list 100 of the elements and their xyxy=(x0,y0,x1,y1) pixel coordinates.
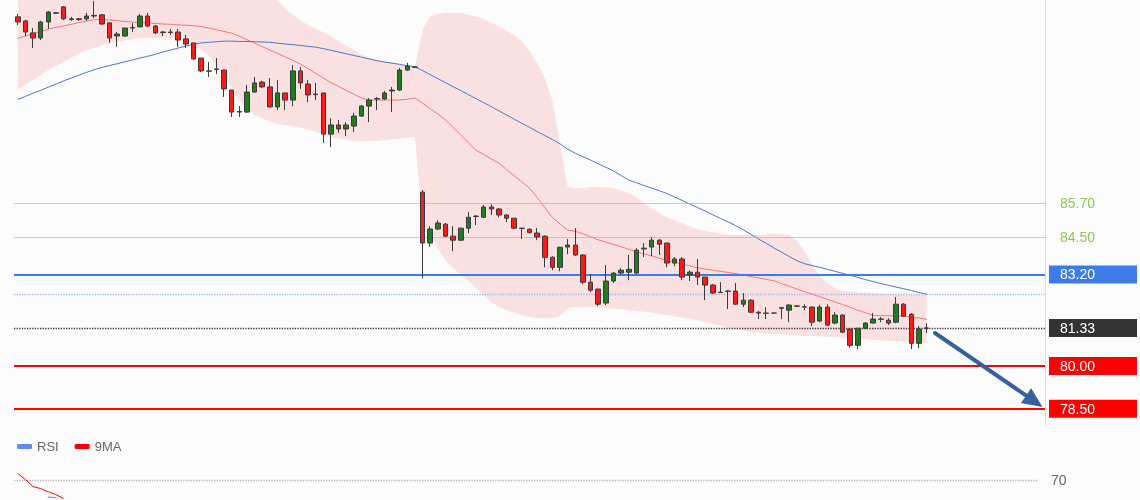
candlestick xyxy=(870,312,876,324)
candlestick xyxy=(748,298,754,314)
candlestick xyxy=(458,227,464,242)
candlestick xyxy=(175,28,181,48)
candlestick xyxy=(221,69,227,98)
candlestick xyxy=(76,17,82,22)
candlestick xyxy=(481,204,486,219)
candlestick xyxy=(397,67,402,92)
candlestick xyxy=(626,254,632,281)
candlestick xyxy=(282,92,288,111)
candlestick xyxy=(298,66,303,90)
candlestick xyxy=(91,0,97,19)
candlestick xyxy=(328,117,334,148)
candlestick xyxy=(809,305,815,327)
candlestick xyxy=(168,28,173,36)
candlestick xyxy=(382,90,387,101)
y-tick-label: 81.33 xyxy=(1059,319,1096,336)
candlestick xyxy=(99,13,105,26)
legend-label: RSI xyxy=(37,439,59,454)
candlestick xyxy=(229,89,234,118)
candlestick xyxy=(30,27,36,49)
candlestick xyxy=(511,217,517,230)
candlestick xyxy=(504,213,509,223)
candlestick xyxy=(69,16,74,22)
candlestick xyxy=(435,219,441,231)
candlestick xyxy=(893,296,899,324)
candlestick xyxy=(206,61,212,78)
candlestick xyxy=(496,207,502,218)
candlestick xyxy=(191,42,196,61)
candlestick xyxy=(741,292,746,308)
candlestick xyxy=(114,31,120,48)
candlestick xyxy=(718,281,723,294)
candlestick xyxy=(153,24,158,35)
y-tick-label: 83.20 xyxy=(1059,266,1096,283)
candlestick xyxy=(634,247,639,275)
candlestick xyxy=(611,271,616,284)
y-tick-label: 85.70 xyxy=(1059,194,1096,211)
candlestick xyxy=(305,79,311,103)
candlestick xyxy=(275,79,280,111)
candlestick xyxy=(84,12,89,22)
line-series xyxy=(17,40,928,295)
candlestick xyxy=(23,19,28,37)
candlestick xyxy=(374,96,380,111)
candlestick xyxy=(160,30,166,37)
candlestick xyxy=(527,227,532,234)
y-tick-label: 80.00 xyxy=(1059,357,1096,374)
candlestick xyxy=(565,238,570,255)
candlestick xyxy=(802,303,807,311)
candlestick xyxy=(473,214,479,226)
candlestick xyxy=(672,256,677,267)
candlestick xyxy=(817,304,822,323)
candlestick xyxy=(259,80,265,89)
candlestick xyxy=(130,22,135,33)
candlestick xyxy=(427,225,433,248)
candlestick xyxy=(412,65,418,69)
candlestick xyxy=(557,246,563,272)
candlestick xyxy=(15,13,21,26)
candlestick xyxy=(878,316,884,323)
candlestick xyxy=(443,222,448,238)
candlestick xyxy=(237,105,242,118)
candlestick xyxy=(679,256,685,281)
candlestick xyxy=(466,211,471,234)
candlestick xyxy=(695,258,700,286)
candlestick xyxy=(145,12,150,28)
candlestick xyxy=(137,13,143,28)
legend-label: 9MA xyxy=(94,439,122,454)
candlestick xyxy=(779,306,784,320)
candlestick xyxy=(389,86,395,113)
candlestick xyxy=(886,317,891,326)
candlestick xyxy=(832,311,838,325)
candlestick xyxy=(901,302,906,318)
candlestick xyxy=(725,289,731,310)
candlestick xyxy=(641,242,647,258)
candlestick xyxy=(756,310,761,320)
candlestick xyxy=(603,264,609,306)
candlestick xyxy=(664,242,670,268)
candlestick xyxy=(61,5,66,21)
candlestick xyxy=(794,304,800,308)
candlestick xyxy=(786,303,792,323)
candlestick xyxy=(122,27,128,38)
y-tick-label: 84.50 xyxy=(1059,229,1096,246)
candlestick xyxy=(657,238,662,256)
candlestick xyxy=(290,64,296,107)
candlestick xyxy=(405,62,410,72)
candlestick xyxy=(336,119,341,134)
candlestick xyxy=(763,306,769,320)
candlestick xyxy=(550,255,555,271)
candlestick xyxy=(534,227,540,241)
candlestick xyxy=(489,203,494,216)
candlestick xyxy=(542,234,548,268)
candlestick xyxy=(366,97,372,123)
candlestick xyxy=(252,76,257,94)
candlestick xyxy=(702,276,708,301)
candlestick xyxy=(107,22,112,44)
candlestick xyxy=(618,267,624,275)
text: 70 xyxy=(1051,472,1067,488)
y-tick-label: 78.50 xyxy=(1059,400,1096,417)
candlestick xyxy=(244,84,250,114)
candlestick xyxy=(46,10,51,30)
candlestick xyxy=(595,288,601,307)
